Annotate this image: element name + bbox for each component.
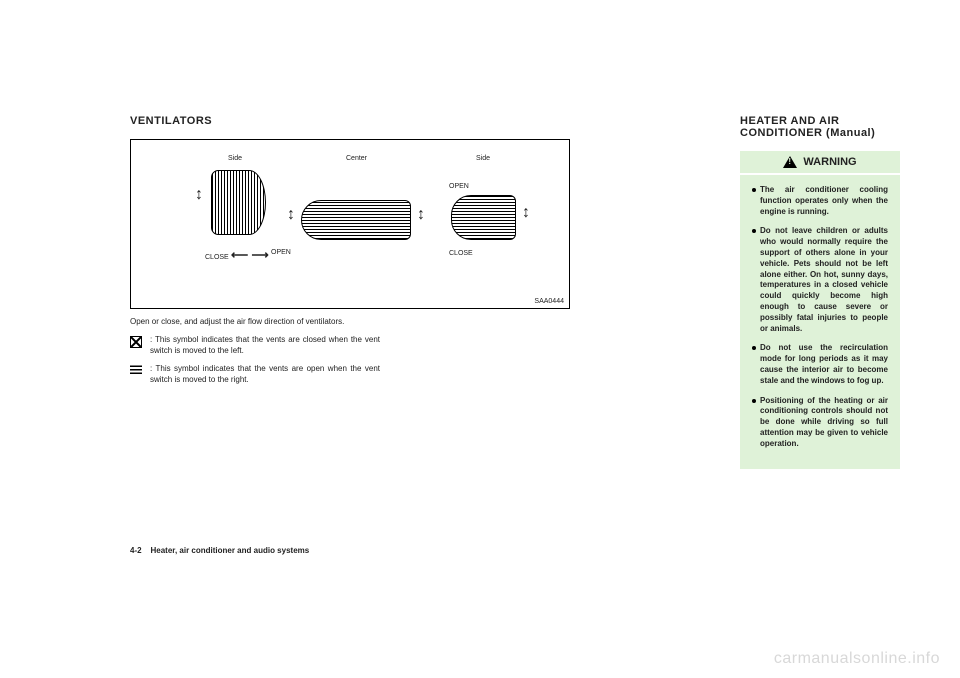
open-label-right: OPEN xyxy=(449,183,469,190)
warning-header: WARNING xyxy=(740,151,900,173)
center-vent-icon: ↕ ↕ xyxy=(301,200,411,240)
ventilators-title: VENTILATORS xyxy=(130,115,570,127)
close-label-right: CLOSE xyxy=(449,250,473,257)
footer-spacer xyxy=(144,546,148,555)
vent-open-icon xyxy=(130,364,142,374)
page-number: 4-2 xyxy=(130,546,142,555)
open-label-left: OPEN xyxy=(271,249,291,256)
warning-item: Positioning of the heating or air condit… xyxy=(752,396,888,450)
side-vent-left-icon: ↕ xyxy=(211,170,266,235)
symbol-closed-text: : This symbol indicates that the vents a… xyxy=(150,335,380,356)
intro-text: Open or close, and adjust the air flow d… xyxy=(130,317,380,327)
side-vent-right-icon: ↕ xyxy=(451,195,516,240)
warning-triangle-icon xyxy=(783,156,797,168)
warning-item: Do not leave children or adults who woul… xyxy=(752,226,888,334)
page-content: VENTILATORS Side Center Side ↕ CLOSE OPE… xyxy=(0,0,960,469)
symbol-open-text: : This symbol indicates that the vents a… xyxy=(150,364,380,385)
footer-section: Heater, air conditioner and audio system… xyxy=(150,546,309,555)
close-label-left: CLOSE xyxy=(205,254,229,261)
watermark: carmanualsonline.info xyxy=(774,650,940,668)
symbol-open-row: : This symbol indicates that the vents a… xyxy=(130,364,570,385)
figure-label-side-left: Side xyxy=(228,155,242,162)
warning-body: The air conditioner cooling function ope… xyxy=(740,175,900,469)
ventilators-figure: Side Center Side ↕ CLOSE OPEN ⟵ ⟶ ↕ ↕ ↕ … xyxy=(130,139,570,309)
page-footer: 4-2 Heater, air conditioner and audio sy… xyxy=(130,546,309,555)
figure-label-side-right: Side xyxy=(476,155,490,162)
right-column: HEATER AND AIR CONDITIONER (Manual) WARN… xyxy=(740,115,900,469)
figure-code: SAA0444 xyxy=(534,298,564,305)
warning-item: Do not use the recirculation mode for lo… xyxy=(752,343,888,386)
left-column: VENTILATORS Side Center Side ↕ CLOSE OPE… xyxy=(130,115,570,469)
vent-closed-icon xyxy=(130,336,142,348)
warning-list: The air conditioner cooling function ope… xyxy=(752,185,888,450)
symbol-closed-row: : This symbol indicates that the vents a… xyxy=(130,335,570,356)
warning-label: WARNING xyxy=(803,156,856,168)
heater-title: HEATER AND AIR CONDITIONER (Manual) xyxy=(740,115,900,139)
warning-item: The air conditioner cooling function ope… xyxy=(752,185,888,217)
figure-label-center: Center xyxy=(346,155,367,162)
arrow-icon: ⟵ ⟶ xyxy=(231,248,269,262)
